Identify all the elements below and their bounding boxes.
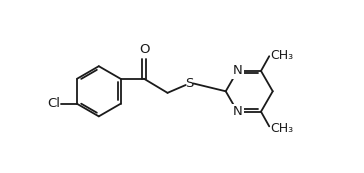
Text: CH₃: CH₃ (270, 49, 293, 62)
Text: Cl: Cl (47, 97, 60, 110)
Text: CH₃: CH₃ (270, 122, 293, 135)
Text: O: O (139, 43, 149, 56)
Text: S: S (185, 77, 194, 90)
Text: N: N (233, 64, 242, 78)
Text: N: N (233, 105, 242, 118)
